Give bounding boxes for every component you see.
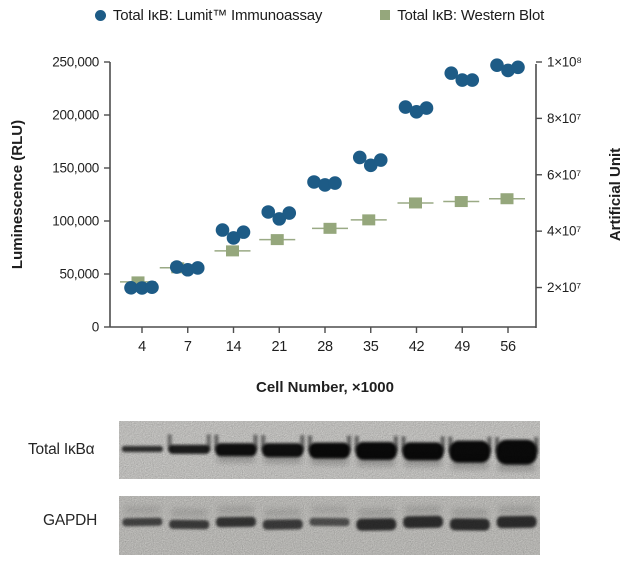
x-axis-tick-label: 42 [409, 339, 425, 355]
left-axis-tick-label: 50,000 [60, 267, 100, 282]
data-point-western [409, 197, 422, 209]
legend-item-lumit: Total IκB: Lumit™ Immunoassay [94, 6, 323, 24]
data-point-western [323, 222, 337, 234]
x-axis-tick-label: 49 [454, 339, 470, 355]
blot-label-gapdh: GAPDH [43, 512, 98, 529]
right-axis-tick-label: 8×10⁷ [547, 111, 581, 126]
x-axis-tick-label: 28 [317, 339, 333, 355]
right-axis-tick-label: 2×10⁷ [547, 280, 581, 295]
data-point-lumit [190, 261, 205, 275]
data-point-lumit [145, 280, 159, 295]
series-western-blot [120, 193, 525, 288]
data-point-western [454, 196, 468, 208]
data-point-western [226, 245, 239, 257]
left-axis-tick-label: 250,000 [52, 55, 99, 70]
data-point-lumit [261, 205, 276, 219]
left-axis-tick-label: 0 [92, 320, 99, 335]
plot-area: 0 50,000 100,000 150,000 200,000 250,000 2×10⁷… [9, 55, 624, 397]
left-axis-tick-label: 100,000 [52, 214, 99, 229]
x-axis-tick-label: 4 [138, 339, 146, 355]
data-point-lumit [328, 176, 342, 190]
chart-legend: Total IκB: Lumit™ Immunoassay Total IκB:… [0, 4, 639, 26]
data-point-lumit [373, 153, 388, 167]
data-point-lumit [215, 223, 230, 237]
left-axis-tick-label: 200,000 [52, 108, 99, 123]
data-point-lumit [490, 58, 504, 72]
legend-dot-icon [94, 9, 106, 21]
data-point-lumit [444, 66, 459, 80]
x-axis-tick-label: 35 [363, 339, 379, 355]
data-point-lumit [124, 280, 138, 295]
data-point-lumit [236, 225, 251, 239]
x-axis-title: Cell Number, ×1000 [256, 379, 394, 396]
x-axis-tick-label: 21 [271, 339, 287, 355]
data-point-western [362, 214, 376, 226]
data-point-lumit [511, 60, 525, 75]
blot-noise-overlay [119, 421, 540, 479]
data-point-lumit [307, 175, 321, 189]
x-axis-tick-label: 14 [226, 339, 242, 355]
right-axis-tick-label: 6×10⁷ [547, 167, 581, 182]
data-point-lumit [352, 150, 367, 165]
right-axis-title: Artificial Unit [607, 148, 624, 241]
data-point-lumit [282, 206, 297, 220]
data-point-western [131, 276, 145, 288]
data-point-lumit [272, 212, 287, 226]
data-point-western [500, 193, 514, 205]
x-axis-tick-label: 56 [500, 339, 516, 355]
blot-label-total-ikba: Total IκBα [28, 441, 95, 458]
left-axis-tick-label: 150,000 [52, 161, 99, 176]
scatter-chart: 0 50,000 100,000 150,000 200,000 250,000 2×10⁷… [9, 55, 624, 397]
legend-label-western: Total IκB: Western Blot [397, 6, 545, 24]
data-point-lumit [398, 100, 413, 114]
western-blot-strip-gapdh [119, 496, 540, 555]
right-axis-tick-label: 1×10⁸ [547, 55, 582, 70]
legend-label-lumit: Total IκB: Lumit™ Immunoassay [112, 6, 323, 24]
right-axis-tick-label: 4×10⁷ [547, 224, 581, 239]
data-point-lumit [465, 73, 480, 87]
data-point-lumit [226, 231, 241, 245]
data-point-lumit [169, 260, 184, 274]
blot-noise-overlay [119, 496, 540, 555]
data-point-lumit [135, 281, 149, 295]
legend-item-western: Total IκB: Western Blot [380, 7, 544, 24]
series-lumit [124, 58, 525, 295]
left-axis-title: Luminescence (RLU) [9, 120, 26, 269]
x-axis-tick-label: 7 [184, 339, 192, 355]
data-point-lumit [419, 101, 434, 115]
data-point-lumit [363, 158, 378, 173]
data-point-lumit [455, 73, 470, 87]
data-point-western [270, 234, 284, 246]
western-blot-strip-total-ikba [119, 421, 540, 479]
legend-square-icon [380, 10, 391, 20]
